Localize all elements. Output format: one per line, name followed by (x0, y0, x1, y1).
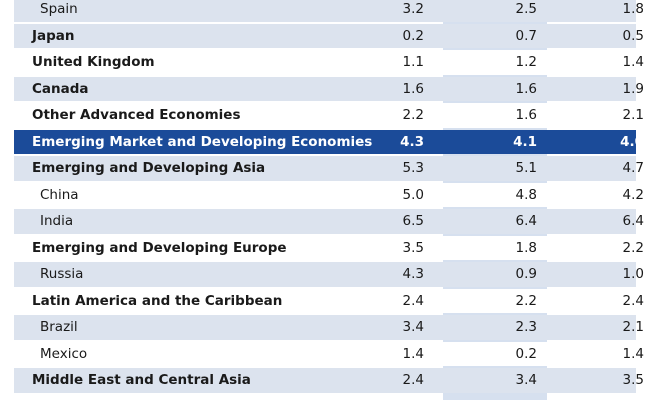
row-value-v1: 2.2 (402, 107, 424, 124)
row-value-v1: 6.5 (402, 213, 424, 230)
table-row: Emerging and Developing Europe 3.5 1.8 2.2 (14, 235, 644, 260)
row-value-v3: 1.0 (622, 266, 644, 283)
row-value-v3: 1.9 (622, 80, 644, 97)
table-row: Emerging and Developing Asia 5.3 5.1 4.7 (14, 156, 644, 181)
row-value-v3: 2.2 (622, 239, 644, 256)
row-value-v1: 0.2 (402, 27, 424, 44)
row-label: Other Advanced Economies (32, 107, 241, 124)
row-value-v3: 2.4 (622, 292, 644, 309)
row-value-v2: 1.2 (515, 54, 537, 71)
row-value-v3: 4.7 (622, 160, 644, 177)
table-row: Emerging Market and Developing Economies… (14, 129, 644, 154)
row-value-v2: 1.8 (515, 239, 537, 256)
row-value-v2: 0.9 (515, 266, 537, 283)
table-row: Japan 0.2 0.7 0.5 (14, 23, 644, 48)
row-label: Brazil (40, 319, 78, 336)
row-value-v1: 5.0 (402, 186, 424, 203)
row-value-v2: 2.2 (515, 292, 537, 309)
row-value-v2: 2.5 (515, 1, 537, 18)
table-row: Latin America and the Caribbean 2.4 2.2 2.4 (14, 288, 644, 313)
row-label: Emerging Market and Developing Economies (32, 133, 373, 150)
row-value-v3: 2.1 (622, 319, 644, 336)
table-row: China 5.0 4.8 4.2 (14, 182, 644, 207)
row-label: Russia (40, 266, 84, 283)
row-value-v3: 1.8 (622, 1, 644, 18)
row-value-v2: 1.6 (515, 80, 537, 97)
row-value-v1: 4.3 (402, 266, 424, 283)
table-row: Other Advanced Economies 2.2 1.6 2.1 (14, 103, 644, 128)
row-value-v2: 4.8 (515, 186, 537, 203)
row-value-v1: 3.5 (402, 239, 424, 256)
row-value-v2: 0.2 (515, 345, 537, 362)
row-value-v1: 1.4 (402, 345, 424, 362)
row-value-v1: 2.4 (402, 292, 424, 309)
row-value-v1: 3.2 (402, 1, 424, 18)
row-label: Emerging and Developing Asia (32, 160, 266, 177)
row-label: India (40, 213, 74, 230)
table-row: India 6.5 6.4 6.4 (14, 209, 644, 234)
row-value-v2: 0.7 (515, 27, 537, 44)
table-row: Mexico 1.4 0.2 1.4 (14, 341, 644, 366)
row-value-v3: 4.2 (622, 186, 644, 203)
row-value-v2: 6.4 (515, 213, 537, 230)
row-value-v3: 2.1 (622, 107, 644, 124)
table-row: United Kingdom 1.1 1.2 1.4 (14, 50, 644, 75)
row-value-v3: 0.5 (622, 27, 644, 44)
row-value-v2: 2.3 (515, 319, 537, 336)
row-label: Spain (40, 1, 78, 18)
row-value-v1: 5.3 (402, 160, 424, 177)
row-value-v3: 4.0 (620, 133, 644, 150)
row-label: Canada (32, 80, 89, 97)
row-label: Latin America and the Caribbean (32, 292, 283, 309)
row-label: United Kingdom (32, 54, 155, 71)
row-value-v1: 1.6 (402, 80, 424, 97)
row-label: Mexico (40, 345, 88, 362)
row-value-v2: 5.1 (515, 160, 537, 177)
row-value-v2: 4.1 (513, 133, 537, 150)
row-value-v3: 6.4 (622, 213, 644, 230)
row-value-v3: 1.4 (622, 345, 644, 362)
row-label: Japan (32, 27, 75, 44)
table-row: Spain 3.2 2.5 1.8 (14, 0, 644, 22)
table-row: Brazil 3.4 2.3 2.1 (14, 315, 644, 340)
table-row: Middle East and Central Asia 2.4 3.4 3.5 (14, 368, 644, 393)
row-value-v1: 3.4 (402, 319, 424, 336)
table-row: Canada 1.6 1.6 1.9 (14, 76, 644, 101)
row-label: Middle East and Central Asia (32, 372, 251, 389)
row-value-v2: 1.6 (515, 107, 537, 124)
row-value-v1: 1.1 (402, 54, 424, 71)
row-value-v2: 3.4 (515, 372, 537, 389)
row-value-v1: 2.4 (402, 372, 424, 389)
row-value-v3: 1.4 (622, 54, 644, 71)
row-label: China (40, 186, 79, 203)
growth-table: Spain 3.2 2.5 1.8 Japan 0.2 0.7 0.5 United Kingd… (14, 0, 644, 395)
table-row: Russia 4.3 0.9 1.0 (14, 262, 644, 287)
row-value-v3: 3.5 (622, 372, 644, 389)
row-label: Emerging and Developing Europe (32, 239, 287, 256)
row-value-v1: 4.3 (400, 133, 424, 150)
